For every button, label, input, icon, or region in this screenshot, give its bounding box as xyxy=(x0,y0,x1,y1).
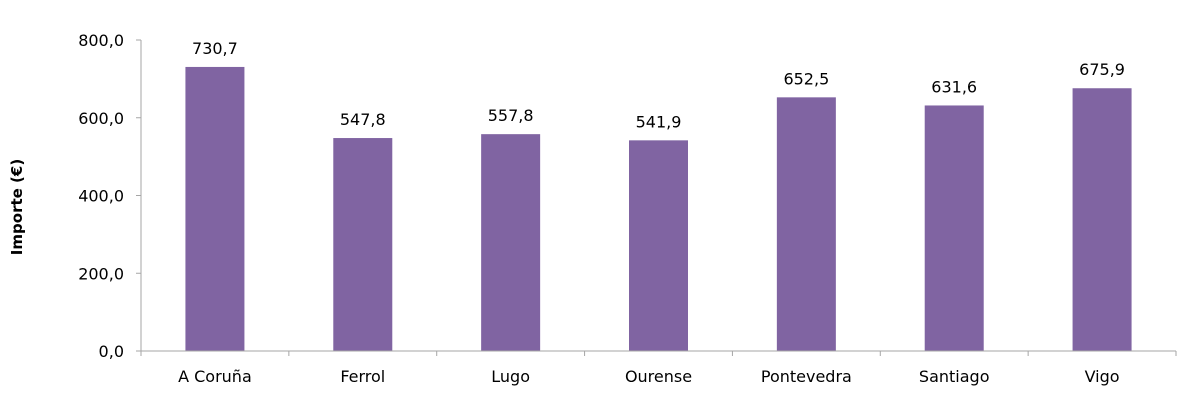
x-tick-label: Santiago xyxy=(919,367,990,386)
bar xyxy=(333,138,393,351)
y-tick-label: 200,0 xyxy=(78,264,124,283)
bar xyxy=(1072,88,1132,352)
x-tick-label: Pontevedra xyxy=(761,367,852,386)
x-tick-label: Vigo xyxy=(1085,367,1120,386)
y-tick-label: 0,0 xyxy=(99,342,124,361)
data-label: 631,6 xyxy=(931,77,977,96)
bar xyxy=(185,66,245,352)
y-axis-label: Importe (€) xyxy=(8,159,26,255)
x-tick-label: Ferrol xyxy=(340,367,385,386)
data-label: 652,5 xyxy=(783,69,829,88)
y-tick-label: 600,0 xyxy=(78,109,124,128)
x-tick-label: Ourense xyxy=(625,367,692,386)
bar xyxy=(924,105,984,351)
y-tick-label: 800,0 xyxy=(78,31,124,50)
y-tick-label: 400,0 xyxy=(78,187,124,206)
bar xyxy=(629,140,688,351)
data-label: 557,8 xyxy=(488,106,534,125)
bar xyxy=(776,97,836,351)
bar xyxy=(481,134,541,351)
x-tick-label: Lugo xyxy=(491,367,530,386)
data-label: 675,9 xyxy=(1079,60,1125,79)
data-label: 547,8 xyxy=(340,110,386,129)
x-tick-label: A Coruña xyxy=(178,367,252,386)
data-label: 541,9 xyxy=(636,112,682,131)
data-label: 730,7 xyxy=(192,39,238,58)
